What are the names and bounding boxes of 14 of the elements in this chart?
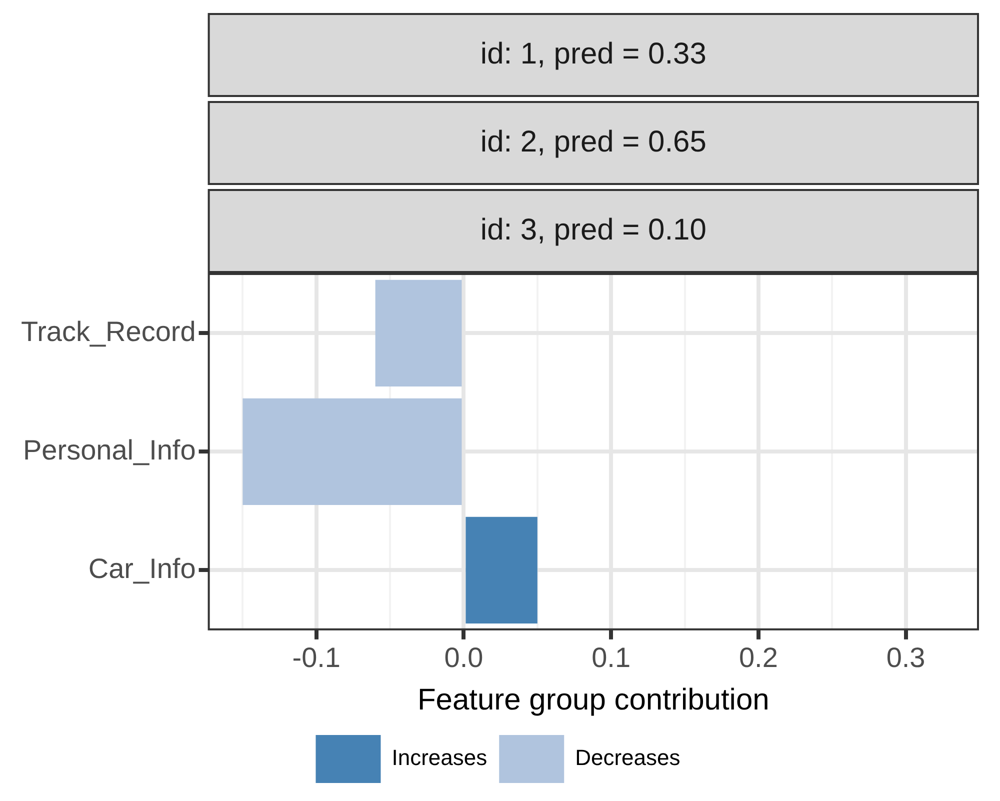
x-axis-title: Feature group contribution xyxy=(417,683,770,716)
legend-label: Increases xyxy=(392,745,488,770)
y-tick-label: Car_Info xyxy=(88,552,196,584)
x-tick-label: 0.2 xyxy=(738,642,778,673)
y-tick-label: Personal_Info xyxy=(23,434,196,466)
x-tick-label: 0.3 xyxy=(886,642,926,673)
x-tick-label: 0.0 xyxy=(444,642,484,673)
text: id: 2, pred = 0.65 xyxy=(480,125,706,158)
x-tick-label: 0.1 xyxy=(592,642,631,673)
legend-label: Decreases xyxy=(575,745,680,770)
x-tick-label: -0.1 xyxy=(292,642,340,673)
y-tick-label: Track_Record xyxy=(21,316,196,347)
text: id: 3, pred = 0.10 xyxy=(480,213,706,246)
text: id: 1, pred = 0.33 xyxy=(480,37,706,70)
